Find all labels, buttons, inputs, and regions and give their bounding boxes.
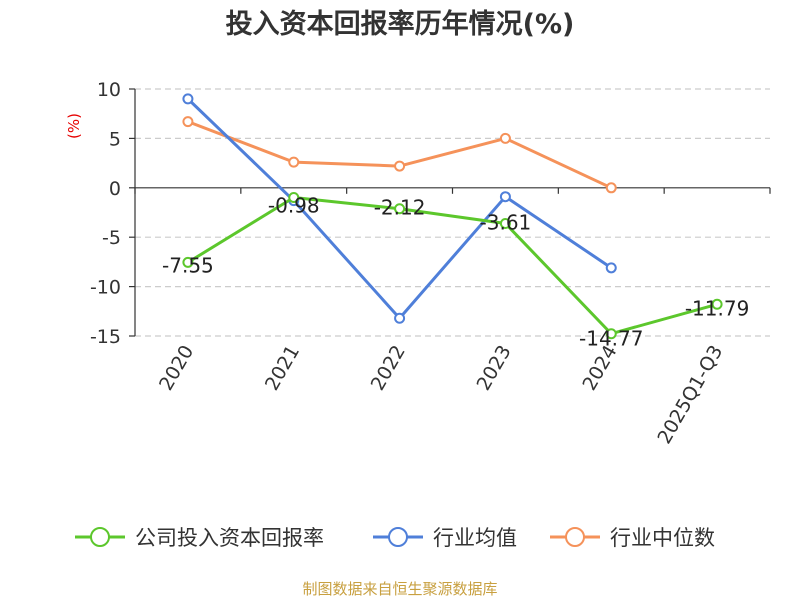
data-point (711, 298, 723, 310)
data-point (394, 160, 406, 172)
chart-title: 投入资本回报率历年情况(%) (226, 8, 575, 40)
data-label: -14.77 (579, 327, 643, 351)
legend-marker (565, 527, 585, 547)
series-line (187, 195, 718, 336)
data-label: -2.12 (374, 196, 426, 220)
data-point (288, 191, 300, 203)
data-point (499, 132, 511, 144)
y-tick-labels: 10 5 0 -5 -10 -15 (90, 79, 135, 348)
x-tick-label: 2022 (367, 342, 410, 395)
legend-label: 行业均值 (433, 526, 517, 550)
data-label: -11.79 (685, 296, 749, 320)
y-tick-label: 0 (109, 178, 121, 200)
data-point (499, 217, 511, 229)
data-point (605, 182, 617, 194)
x-tick-label: 2023 (473, 341, 516, 394)
series-lines (182, 93, 723, 340)
y-tick-label: 10 (97, 79, 121, 101)
data-point (394, 203, 406, 215)
data-label: -0.98 (268, 193, 320, 217)
grid-lines (135, 88, 770, 337)
series-line (187, 120, 612, 190)
x-tick-label: 2020 (155, 342, 198, 395)
data-label: -3.61 (480, 210, 532, 234)
legend-marker (90, 527, 110, 547)
x-tick-label: 2025Q1-Q3 (653, 342, 727, 448)
y-axis-label: (%) (65, 113, 83, 139)
data-label: -7.55 (162, 253, 214, 277)
data-point (499, 191, 511, 203)
legend-label: 公司投入资本回报率 (135, 526, 324, 550)
x-tick-labels: 2020 2021 2022 2023 2024 2025Q1-Q3 (134, 187, 771, 448)
y-tick-label: -15 (90, 326, 121, 348)
y-tick-label: -10 (90, 277, 121, 299)
x-tick-label: 2021 (261, 342, 304, 395)
data-labels: -7.55 -0.98 -2.12 -3.61 -14.77 -11.79 (162, 193, 749, 350)
data-point (605, 328, 617, 340)
data-point (394, 312, 406, 324)
data-point (182, 116, 194, 128)
y-tick-label: -5 (102, 227, 121, 249)
data-point (605, 262, 617, 274)
y-tick-label: 5 (109, 128, 121, 150)
legend-label: 行业中位数 (610, 526, 715, 550)
axes (134, 89, 770, 336)
data-point (182, 256, 194, 268)
data-point (288, 156, 300, 168)
source-note: 制图数据来自恒生聚源数据库 (302, 580, 497, 598)
data-point (182, 93, 194, 105)
legend: 公司投入资本回报率 行业均值 行业中位数 (75, 526, 715, 550)
legend-marker (388, 527, 408, 547)
